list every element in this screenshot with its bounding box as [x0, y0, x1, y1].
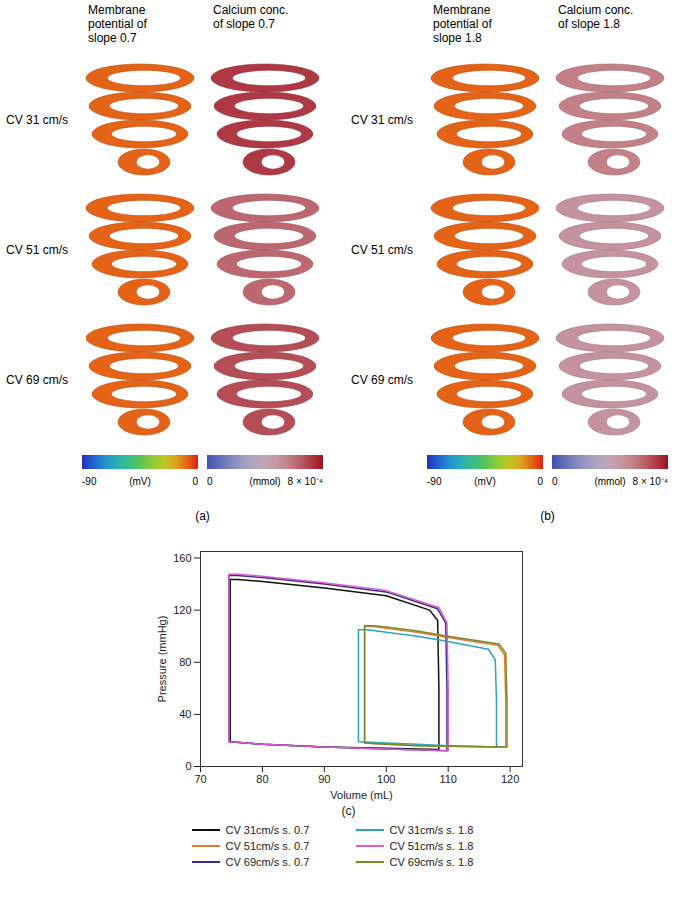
- svg-text:CV 69 cm/s: CV 69 cm/s: [351, 373, 413, 387]
- html-text:CV 51cm/s s. 1.8: CV 51cm/s s. 1.8: [389, 840, 474, 852]
- svg-text:90: 90: [318, 773, 330, 785]
- svg-text:0: 0: [207, 476, 213, 487]
- svg-text:potential of: potential of: [88, 17, 147, 31]
- svg-text:CV 51 cm/s: CV 51 cm/s: [351, 243, 413, 257]
- html-text:CV 69cm/s s. 0.7: CV 69cm/s s. 0.7: [225, 856, 310, 868]
- svg-text:CV 69 cm/s: CV 69 cm/s: [6, 373, 68, 387]
- svg-text:Membrane: Membrane: [88, 3, 146, 17]
- svg-text:80: 80: [256, 773, 268, 785]
- svg-text:160: 160: [173, 552, 191, 564]
- svg-text:slope 0.7: slope 0.7: [88, 31, 137, 45]
- svg-text:(b): (b): [540, 509, 555, 523]
- svg-text:70: 70: [194, 773, 206, 785]
- svg-text:CV 31 cm/s: CV 31 cm/s: [6, 113, 68, 127]
- svg-text:(mmol): (mmol): [594, 476, 625, 487]
- svg-text:slope 1.8: slope 1.8: [433, 31, 482, 45]
- svg-text:Membrane: Membrane: [433, 3, 491, 17]
- svg-text:120: 120: [501, 773, 519, 785]
- svg-text:40: 40: [179, 708, 191, 720]
- svg-text:CV 51 cm/s: CV 51 cm/s: [6, 243, 68, 257]
- svg-text:(mmol): (mmol): [249, 476, 280, 487]
- svg-text:of slope 1.8: of slope 1.8: [558, 17, 620, 31]
- svg-text:80: 80: [179, 656, 191, 668]
- html-text:(c): (c): [341, 804, 356, 818]
- svg-text:0: 0: [537, 476, 543, 487]
- html-text:CV 31cm/s s. 1.8: CV 31cm/s s. 1.8: [389, 824, 474, 836]
- svg-text:of slope 0.7: of slope 0.7: [213, 17, 275, 31]
- svg-text:8 × 10⁻⁴: 8 × 10⁻⁴: [633, 476, 668, 487]
- html-text:CV 69cm/s s. 1.8: CV 69cm/s s. 1.8: [389, 856, 474, 868]
- svg-text:CV 31 cm/s: CV 31 cm/s: [351, 113, 413, 127]
- svg-text:110: 110: [439, 773, 457, 785]
- svg-text:0: 0: [552, 476, 558, 487]
- svg-text:(mV): (mV): [474, 476, 496, 487]
- svg-text:120: 120: [173, 604, 191, 616]
- svg-text:100: 100: [377, 773, 395, 785]
- svg-text:-90: -90: [427, 476, 442, 487]
- svg-text:potential of: potential of: [433, 17, 492, 31]
- svg-text:0: 0: [192, 476, 198, 487]
- html-text:CV 51cm/s s. 0.7: CV 51cm/s s. 0.7: [225, 840, 310, 852]
- svg-text:-90: -90: [82, 476, 97, 487]
- svg-text:8 × 10⁻⁴: 8 × 10⁻⁴: [288, 476, 323, 487]
- svg-text:0: 0: [185, 760, 191, 772]
- svg-text:Calcium conc.: Calcium conc.: [213, 3, 288, 17]
- svg-text:Volume (mL): Volume (mL): [330, 789, 392, 801]
- html-text:CV 31cm/s s. 0.7: CV 31cm/s s. 0.7: [225, 824, 310, 836]
- svg-text:Calcium conc.: Calcium conc.: [558, 3, 633, 17]
- svg-text:Pressure (mmHg): Pressure (mmHg): [156, 616, 168, 703]
- svg-text:(a): (a): [195, 509, 210, 523]
- svg-text:(mV): (mV): [129, 476, 151, 487]
